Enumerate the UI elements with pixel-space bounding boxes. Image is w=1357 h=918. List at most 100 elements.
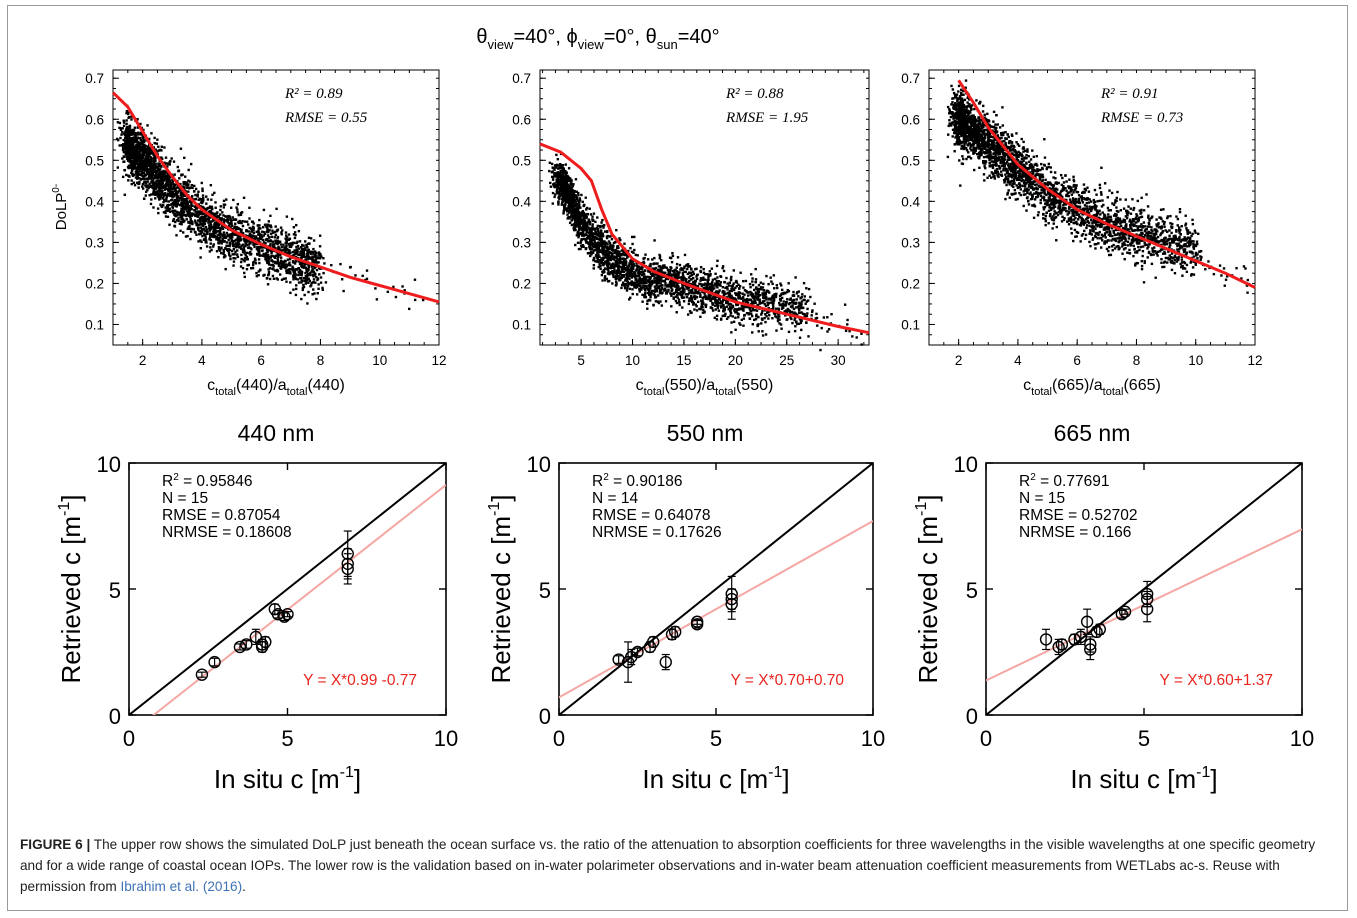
data-point	[619, 238, 622, 242]
data-point	[225, 247, 229, 251]
data-point	[776, 319, 780, 323]
data-point	[314, 261, 317, 264]
data-point	[313, 272, 317, 275]
data-point	[217, 248, 221, 251]
data-point	[211, 193, 214, 197]
data-point	[303, 293, 306, 297]
data-point	[179, 197, 182, 200]
data-point	[126, 138, 130, 141]
data-point	[673, 285, 676, 288]
data-point	[754, 301, 757, 305]
data-point	[633, 285, 636, 288]
data-point	[239, 247, 243, 250]
x-tick-label: 5	[577, 353, 585, 368]
data-point	[282, 265, 285, 269]
data-point	[289, 281, 292, 284]
data-point	[578, 199, 582, 202]
data-point	[218, 239, 221, 242]
data-point	[148, 170, 151, 174]
data-point	[156, 138, 159, 141]
data-point	[312, 280, 315, 284]
data-point	[138, 150, 142, 153]
data-point	[740, 318, 743, 322]
data-point	[638, 265, 641, 268]
data-point	[243, 220, 247, 223]
geometry-title: θview=40°, ϕview=0°, θsun=40°	[476, 26, 719, 52]
data-point	[131, 152, 134, 155]
data-point	[294, 260, 298, 263]
data-point	[651, 267, 655, 270]
data-point	[626, 287, 629, 290]
data-point	[798, 308, 801, 312]
data-point	[272, 277, 276, 280]
data-point	[189, 162, 193, 166]
data-point	[174, 200, 178, 204]
data-point	[135, 181, 139, 184]
data-point	[178, 203, 182, 207]
data-point	[142, 197, 146, 200]
data-point	[298, 240, 302, 243]
data-point	[588, 251, 591, 255]
data-point	[233, 232, 237, 236]
data-point	[603, 275, 607, 278]
data-point	[146, 163, 150, 167]
data-point	[228, 233, 231, 236]
data-point	[279, 253, 282, 257]
data-point	[145, 156, 148, 159]
data-point	[193, 219, 197, 222]
data-point	[771, 297, 774, 300]
data-point	[292, 288, 295, 291]
data-point	[308, 279, 312, 283]
data-point	[307, 248, 310, 252]
data-point	[556, 185, 560, 188]
data-point	[302, 283, 305, 287]
data-point	[181, 211, 184, 214]
data-point	[699, 315, 702, 319]
data-point	[170, 191, 173, 194]
data-point	[707, 282, 710, 285]
data-point	[309, 285, 312, 288]
data-point	[778, 318, 781, 321]
data-point	[285, 280, 288, 283]
data-point	[292, 253, 295, 257]
data-point	[180, 199, 184, 202]
data-point	[285, 240, 289, 243]
data-point	[125, 133, 128, 137]
data-point	[291, 265, 294, 268]
data-point	[214, 228, 217, 231]
data-point	[191, 222, 194, 226]
data-point	[150, 181, 153, 184]
data-point	[562, 212, 565, 215]
data-point	[270, 235, 274, 239]
data-point	[211, 235, 215, 238]
data-point	[305, 268, 308, 271]
data-point	[674, 280, 677, 283]
data-point	[265, 230, 269, 233]
data-point	[258, 218, 261, 222]
data-point	[165, 171, 168, 174]
title-sub-view: view	[487, 37, 514, 52]
data-point	[764, 320, 767, 324]
data-point	[206, 207, 209, 210]
data-point	[234, 222, 237, 225]
data-point	[577, 233, 580, 236]
data-point	[284, 277, 287, 280]
data-point	[199, 232, 202, 235]
data-point	[204, 218, 208, 221]
data-point	[274, 225, 277, 228]
data-point	[162, 193, 165, 196]
data-point	[157, 149, 160, 152]
data-point	[204, 240, 207, 244]
data-point	[742, 309, 745, 312]
fit-curve	[111, 91, 440, 304]
data-point	[138, 136, 142, 140]
data-point	[245, 238, 248, 241]
data-point	[269, 240, 273, 243]
data-point	[302, 249, 306, 253]
data-point	[217, 246, 221, 249]
data-point	[151, 184, 154, 187]
data-point	[161, 176, 165, 179]
data-point	[131, 165, 135, 168]
data-point	[118, 144, 121, 147]
data-point	[285, 271, 289, 274]
